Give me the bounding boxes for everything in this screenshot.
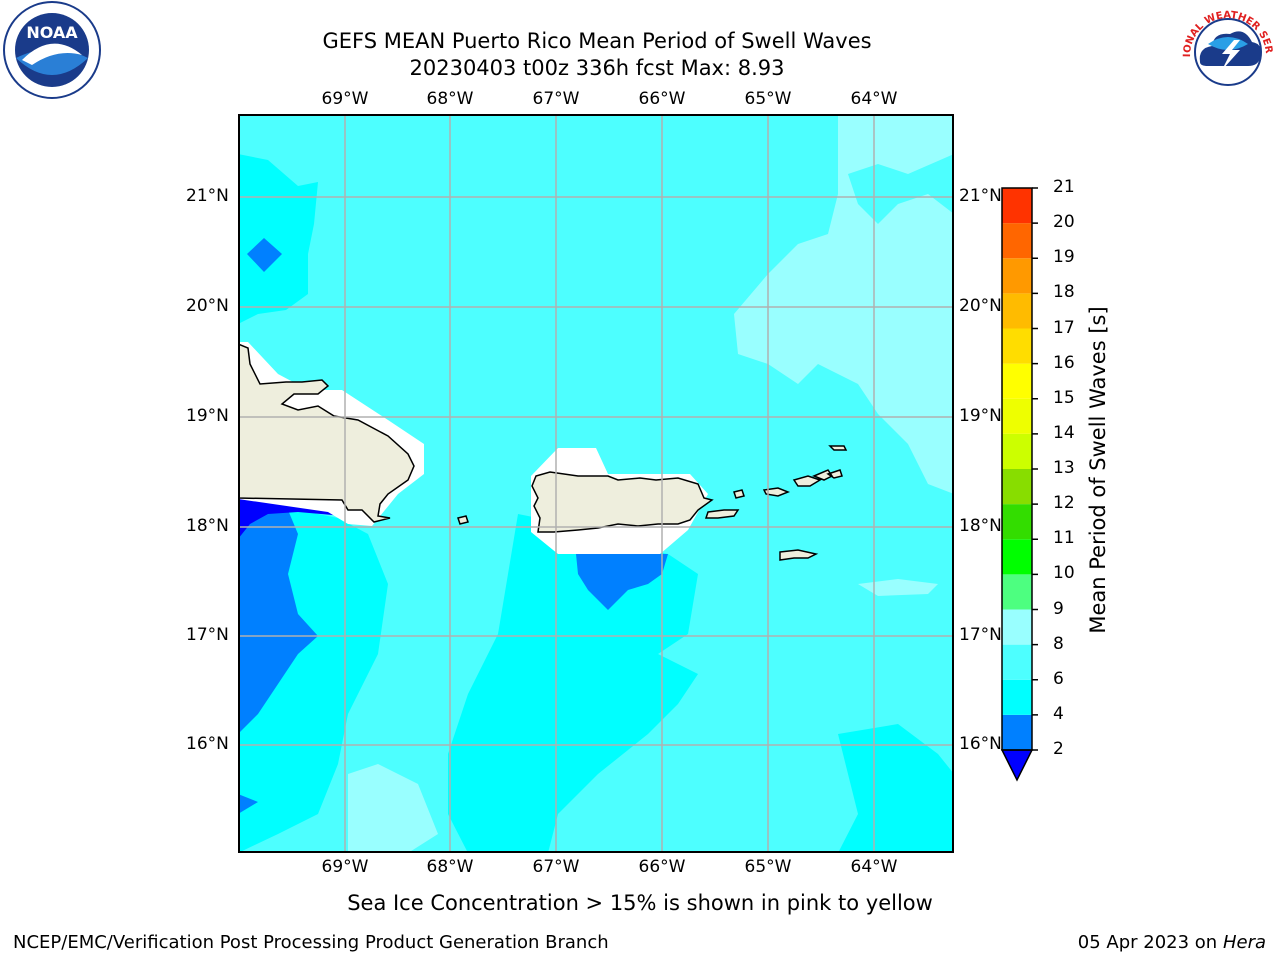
footer-credit: NCEP/EMC/Verification Post Processing Pr…: [13, 932, 609, 953]
colorbar-tick-label: 17: [1053, 317, 1075, 338]
lat-label-left: 21°N: [186, 186, 229, 206]
lon-label-bottom: 67°W: [532, 857, 580, 877]
land-culebra: [733, 489, 745, 499]
colorbar-tick-label: 16: [1053, 352, 1075, 373]
lat-label-left: 16°N: [186, 734, 229, 754]
colorbar-band: [1002, 398, 1032, 434]
lon-label-top: 68°W: [426, 89, 474, 109]
lat-label-right: 19°N: [959, 406, 1002, 426]
contour-8-9-northeast: [734, 114, 954, 494]
contour-8-9-mid: [858, 579, 938, 596]
colorbar-tick-label: 19: [1053, 247, 1075, 268]
noaa-logo: NOAA: [3, 1, 101, 99]
colorbar-tick-label: 15: [1053, 387, 1075, 408]
colorbar-extend-arrow: [1000, 749, 1034, 782]
contour-4-6-southeast: [838, 724, 954, 853]
footer-date: 05 Apr 2023 on Hera: [1078, 932, 1266, 953]
colorbar-tick-label: 10: [1053, 563, 1075, 584]
footer-machine: Hera: [1222, 932, 1266, 953]
colorbar: [1000, 187, 1038, 782]
lon-label-bottom: 69°W: [321, 857, 369, 877]
land-vieques: [704, 509, 740, 519]
land-puerto-rico: [531, 471, 714, 533]
map-frame: [238, 114, 954, 853]
lat-label-left: 19°N: [186, 406, 229, 426]
lat-label-right: 16°N: [959, 734, 1002, 754]
lat-label-right: 20°N: [959, 296, 1002, 316]
colorbar-band: [1002, 469, 1032, 505]
colorbar-band: [1002, 609, 1032, 645]
colorbar-tick-label: 21: [1053, 177, 1075, 197]
land-mona-island: [457, 515, 469, 525]
lat-label-right: 21°N: [959, 186, 1002, 206]
lon-label-bottom: 65°W: [744, 857, 792, 877]
colorbar-band: [1002, 679, 1032, 715]
contour-2-4-south-pr: [576, 554, 668, 610]
lat-label-left: 20°N: [186, 296, 229, 316]
colorbar-tick-label: 20: [1053, 212, 1075, 233]
land-virgin-islands: [762, 469, 843, 497]
lon-label-top: 64°W: [850, 89, 898, 109]
contour-4-6-south: [448, 514, 698, 853]
lat-label-right: 17°N: [959, 625, 1002, 645]
lon-label-top: 69°W: [321, 89, 369, 109]
colorbar-band: [1002, 363, 1032, 399]
sea-ice-note: Sea Ice Concentration > 15% is shown in …: [347, 891, 933, 915]
colorbar-band: [1002, 504, 1032, 540]
colorbar-band: [1002, 539, 1032, 575]
colorbar-tick-label: 8: [1053, 633, 1064, 654]
contour-8-9-south: [348, 764, 438, 853]
colorbar-tick-label: 9: [1053, 598, 1064, 619]
land-anegada: [828, 445, 848, 451]
lon-label-top: 67°W: [532, 89, 580, 109]
colorbar-band: [1002, 328, 1032, 364]
colorbar-tick-label: 14: [1053, 422, 1075, 443]
colorbar-band: [1002, 644, 1032, 680]
land-st-croix: [779, 549, 819, 561]
svg-text:NOAA: NOAA: [26, 23, 78, 42]
contour-2-4-north-dot: [247, 238, 282, 272]
land-hispaniola: [238, 343, 415, 523]
colorbar-tick-label: 12: [1053, 493, 1075, 514]
colorbar-band: [1002, 714, 1032, 750]
lat-label-left: 17°N: [186, 625, 229, 645]
swell-period-map: [238, 114, 954, 853]
footer-date-text: 05 Apr 2023 on: [1077, 932, 1218, 953]
colorbar-label: Mean Period of Swell Waves [s]: [1086, 306, 1110, 634]
lon-label-bottom: 64°W: [850, 857, 898, 877]
colorbar-tick-label: 11: [1053, 528, 1075, 549]
colorbar-band: [1002, 293, 1032, 329]
colorbar-band: [1002, 433, 1032, 469]
lon-label-top: 66°W: [638, 89, 686, 109]
lon-label-bottom: 68°W: [426, 857, 474, 877]
contour-2-4-west-sliver: [238, 794, 258, 814]
colorbar-band: [1002, 188, 1032, 224]
colorbar-tick-label: 2: [1053, 739, 1064, 759]
contour-2-4-west: [238, 504, 318, 734]
title-line-2: 20230403 t00z 336h fcst Max: 8.93: [409, 56, 785, 80]
colorbar-band: [1002, 574, 1032, 610]
lat-label-right: 18°N: [959, 516, 1002, 536]
lon-label-bottom: 66°W: [638, 857, 686, 877]
colorbar-tick-label: 6: [1053, 668, 1064, 689]
colorbar-band: [1002, 258, 1032, 294]
title-line-1: GEFS MEAN Puerto Rico Mean Period of Swe…: [322, 29, 872, 53]
map-gridlines: [238, 114, 954, 853]
lat-label-left: 18°N: [186, 516, 229, 536]
lon-label-top: 65°W: [744, 89, 792, 109]
colorbar-tick-label: 18: [1053, 282, 1075, 303]
colorbar-tick-label: 13: [1053, 458, 1075, 478]
colorbar-band: [1002, 223, 1032, 259]
nws-logo: NATIONAL WEATHER SERVICE: [1178, 0, 1276, 98]
colorbar-tick-label: 4: [1053, 703, 1064, 724]
